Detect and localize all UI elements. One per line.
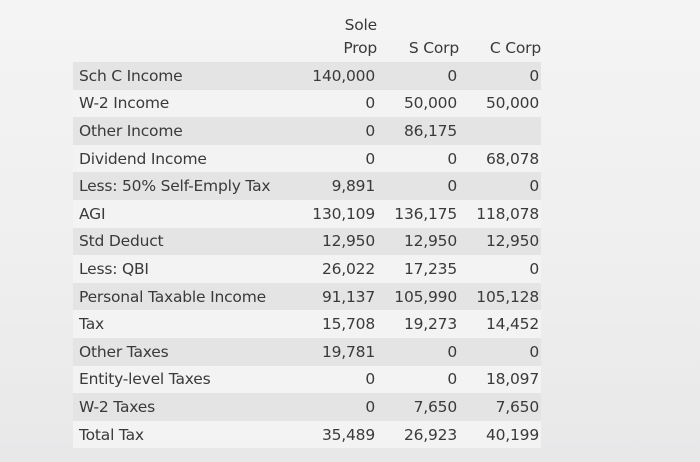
cell-s-corp: 86,175	[377, 117, 459, 145]
cell-sole-prop: 12,950	[305, 227, 377, 256]
cell-c-corp: 68,078	[459, 144, 541, 173]
table-row: Std Deduct 12,950 12,950 12,950	[73, 227, 541, 256]
cell-sole-prop: 9,891	[305, 172, 377, 200]
cell-c-corp: 12,950	[459, 227, 541, 256]
cell-s-corp: 105,990	[377, 282, 459, 311]
cell-s-corp: 12,950	[377, 227, 459, 256]
cell-s-corp: 26,923	[377, 420, 459, 449]
cell-c-corp	[459, 117, 541, 145]
row-label: Sch C Income	[73, 62, 305, 90]
cell-c-corp: 105,128	[459, 282, 541, 311]
cell-c-corp: 7,650	[459, 393, 541, 421]
cell-sole-prop: 0	[305, 393, 377, 421]
cell-c-corp: 14,452	[459, 310, 541, 338]
table-row: W-2 Income 0 50,000 50,000	[73, 89, 541, 118]
column-header-s-corp: S Corp	[408, 39, 459, 57]
table-row: Sch C Income 140,000 0 0	[73, 62, 541, 90]
cell-c-corp: 0	[459, 172, 541, 200]
cell-s-corp: 0	[377, 144, 459, 173]
cell-c-corp: 0	[459, 337, 541, 366]
cell-c-corp: 18,097	[459, 365, 541, 394]
column-header-sole-prop-line1: Sole	[344, 16, 378, 34]
row-label: Other Income	[73, 117, 305, 145]
row-label: Tax	[73, 310, 305, 338]
cell-sole-prop: 0	[305, 89, 377, 118]
table-row: Other Taxes 19,781 0 0	[73, 337, 541, 366]
row-label: Less: 50% Self-Emply Tax	[73, 172, 305, 200]
row-label: W-2 Taxes	[73, 393, 305, 421]
header-label-cell	[73, 8, 305, 62]
cell-s-corp: 0	[377, 62, 459, 90]
table-row: Less: 50% Self-Emply Tax 9,891 0 0	[73, 172, 541, 200]
table-row: Entity-level Taxes 0 0 18,097	[73, 365, 541, 394]
row-label: Total Tax	[73, 420, 305, 449]
cell-c-corp: 0	[459, 62, 541, 90]
row-label: W-2 Income	[73, 89, 305, 118]
table-row: Total Tax 35,489 26,923 40,199	[73, 420, 541, 449]
table-row: W-2 Taxes 0 7,650 7,650	[73, 393, 541, 421]
cell-sole-prop: 140,000	[305, 62, 377, 90]
row-label: Entity-level Taxes	[73, 365, 305, 394]
cell-s-corp: 136,175	[377, 199, 459, 228]
cell-sole-prop: 0	[305, 365, 377, 394]
table-row: Other Income 0 86,175	[73, 117, 541, 145]
cell-c-corp: 40,199	[459, 420, 541, 449]
cell-c-corp: 118,078	[459, 199, 541, 228]
cell-s-corp: 17,235	[377, 255, 459, 283]
column-header-c-corp: C Corp	[489, 39, 541, 57]
cell-c-corp: 50,000	[459, 89, 541, 118]
row-label: Personal Taxable Income	[73, 282, 305, 311]
cell-s-corp: 0	[377, 365, 459, 394]
cell-sole-prop: 130,109	[305, 199, 377, 228]
column-header-sole-prop: Sole Prop	[305, 8, 377, 62]
cell-s-corp: 50,000	[377, 89, 459, 118]
cell-sole-prop: 15,708	[305, 310, 377, 338]
row-label: Std Deduct	[73, 227, 305, 256]
cell-s-corp: 0	[377, 172, 459, 200]
cell-sole-prop: 91,137	[305, 282, 377, 311]
cell-sole-prop: 19,781	[305, 337, 377, 366]
row-label: AGI	[73, 199, 305, 228]
cell-s-corp: 19,273	[377, 310, 459, 338]
table-row: AGI 130,109 136,175 118,078	[73, 199, 541, 228]
table-row: Tax 15,708 19,273 14,452	[73, 310, 541, 338]
cell-s-corp: 7,650	[377, 393, 459, 421]
cell-c-corp: 0	[459, 255, 541, 283]
row-label: Less: QBI	[73, 255, 305, 283]
table-row: Dividend Income 0 0 68,078	[73, 144, 541, 173]
tax-comparison-table: Sole Prop S Corp C Corp Sch C Income 140…	[73, 8, 541, 449]
cell-s-corp: 0	[377, 337, 459, 366]
cell-sole-prop: 35,489	[305, 420, 377, 449]
header-row: Sole Prop S Corp C Corp	[73, 8, 541, 62]
row-label: Other Taxes	[73, 337, 305, 366]
row-label: Dividend Income	[73, 144, 305, 173]
table-row: Less: QBI 26,022 17,235 0	[73, 255, 541, 283]
cell-sole-prop: 26,022	[305, 255, 377, 283]
cell-sole-prop: 0	[305, 117, 377, 145]
table-row: Personal Taxable Income 91,137 105,990 1…	[73, 282, 541, 311]
column-header-sole-prop-line2: Prop	[343, 39, 377, 57]
cell-sole-prop: 0	[305, 144, 377, 173]
